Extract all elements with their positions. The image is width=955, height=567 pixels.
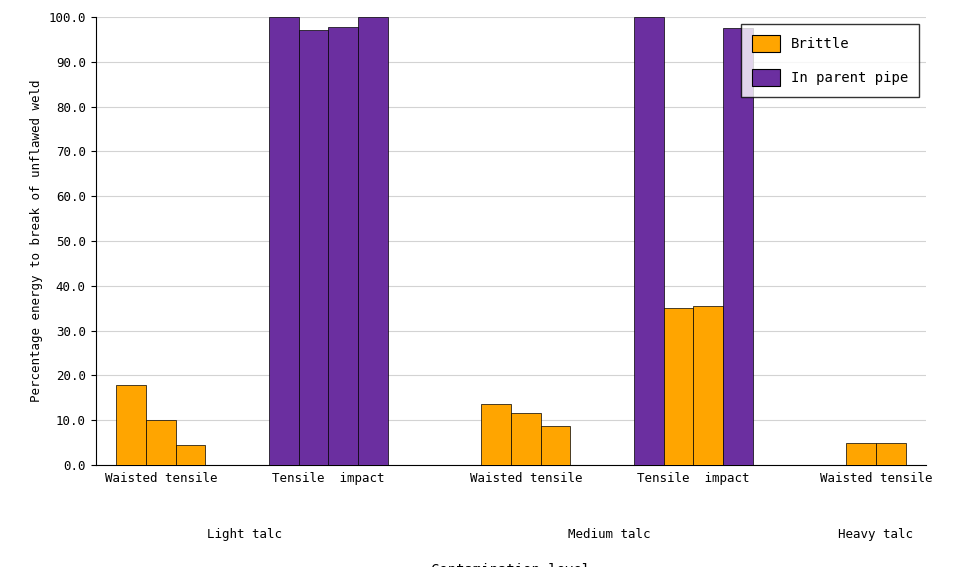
Legend: Brittle, In parent pipe: Brittle, In parent pipe	[741, 24, 920, 97]
Bar	[358, 17, 388, 465]
Bar	[481, 404, 511, 465]
Bar	[541, 425, 570, 465]
Bar	[634, 17, 664, 465]
Bar	[269, 17, 299, 465]
Bar	[876, 443, 905, 465]
Bar	[117, 385, 146, 465]
Bar	[146, 420, 176, 465]
Bar	[511, 413, 541, 465]
Bar	[723, 28, 753, 465]
Bar	[693, 306, 723, 465]
Bar	[329, 27, 358, 465]
Text: Contamination level: Contamination level	[432, 564, 590, 567]
Y-axis label: Percentage energy to break of unflawed weld: Percentage energy to break of unflawed w…	[30, 80, 43, 402]
Bar	[176, 445, 205, 465]
Bar	[664, 308, 693, 465]
Bar	[846, 443, 876, 465]
Bar	[299, 31, 329, 465]
Text: Medium talc: Medium talc	[568, 528, 651, 541]
Text: Light talc: Light talc	[207, 528, 282, 541]
Text: Heavy talc: Heavy talc	[838, 528, 913, 541]
